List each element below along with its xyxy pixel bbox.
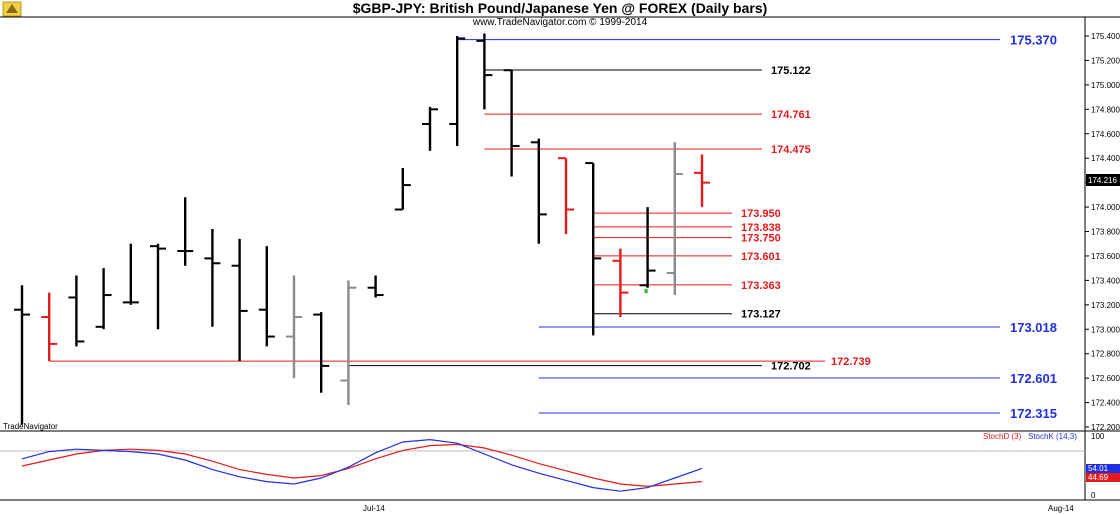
y-tick-label: 173.000 <box>1091 325 1120 334</box>
chart-title: $GBP-JPY: British Pound/Japanese Yen @ F… <box>353 0 768 16</box>
ohlc-bar <box>530 138 547 244</box>
y-tick-label: 172.200 <box>1091 423 1120 432</box>
ohlc-bar <box>95 268 112 330</box>
price-levels: 175.370 175.122 174.761 174.475 173.950 173.8… <box>49 33 1057 421</box>
ohlc-bars <box>14 33 710 425</box>
x-label-aug: Aug-14 <box>1048 504 1074 513</box>
stochd-last-value-marker: 44.69 <box>1086 473 1120 482</box>
ohlc-bar <box>177 197 194 266</box>
current-price-marker: 174.216 <box>1086 174 1120 186</box>
ohlc-bar <box>41 292 58 362</box>
signal-dot <box>644 289 648 294</box>
ohlc-bar <box>231 238 248 362</box>
stochk-line <box>21 438 703 492</box>
ohlc-bar <box>340 280 357 406</box>
level-label: 172.702 <box>771 361 811 373</box>
y-tick-label: 173.400 <box>1091 276 1120 285</box>
level-label: 173.750 <box>741 233 781 245</box>
y-axis-ticks: 175.400 175.200 175.000 174.800 174.600 174.4… <box>1085 32 1120 432</box>
ohlc-bar <box>204 229 221 327</box>
y-tick-label: 172.800 <box>1091 350 1120 359</box>
y-tick-label: 174.800 <box>1091 105 1120 114</box>
level-label: 173.601 <box>741 251 781 263</box>
stochk-last-value: 54.01 <box>1088 464 1109 473</box>
ohlc-bar <box>639 207 656 288</box>
y-tick-label: 175.400 <box>1091 32 1120 41</box>
level-label: 172.739 <box>831 356 871 368</box>
chart-subtitle: www.TradeNavigator.com © 1999-2014 <box>472 17 648 28</box>
ohlc-bar <box>150 243 166 330</box>
osc-tick-100: 100 <box>1091 432 1105 441</box>
y-tick-label: 173.600 <box>1091 252 1120 261</box>
level-label: 173.363 <box>741 280 781 292</box>
level-label: 173.838 <box>741 222 781 234</box>
level-label: 175.122 <box>771 65 811 77</box>
ohlc-bar <box>585 162 602 336</box>
ohlc-bar <box>313 312 330 393</box>
ohlc-bar <box>258 246 275 347</box>
tradenavigator-logo-icon <box>2 1 22 17</box>
ohlc-bar <box>422 106 438 151</box>
ohlc-bar <box>286 275 302 379</box>
y-tick-label: 174.000 <box>1091 203 1120 212</box>
ohlc-bar <box>612 248 629 318</box>
current-price-label: 174.216 <box>1088 176 1117 185</box>
legend-stochk: StochK (14,3) <box>1028 432 1077 441</box>
level-label: 173.127 <box>741 309 781 321</box>
ohlc-bar <box>694 154 710 208</box>
ohlc-bar <box>558 157 574 234</box>
ohlc-bar <box>14 285 30 425</box>
y-tick-label: 174.400 <box>1091 154 1120 163</box>
ohlc-bar <box>367 275 384 298</box>
stochk-last-value-marker: 54.01 <box>1086 464 1120 473</box>
y-tick-label: 173.200 <box>1091 301 1120 310</box>
ohlc-bar <box>476 33 493 110</box>
y-tick-label: 173.800 <box>1091 228 1120 237</box>
level-label: 173.950 <box>741 208 781 220</box>
x-label-jul: Jul-14 <box>363 504 385 513</box>
ohlc-bar <box>449 36 466 146</box>
y-tick-label: 175.000 <box>1091 81 1120 90</box>
level-label: 172.601 <box>1010 371 1057 386</box>
level-label: 174.475 <box>771 144 811 156</box>
ohlc-bar <box>503 69 520 177</box>
level-label: 175.370 <box>1010 33 1057 48</box>
legend-stochd: StochD (3) <box>983 432 1022 441</box>
level-label: 172.315 <box>1010 406 1057 421</box>
ohlc-bar <box>122 243 139 305</box>
stochd-last-value: 44.69 <box>1088 473 1109 482</box>
stochd-line <box>21 443 703 488</box>
y-tick-label: 175.200 <box>1091 56 1120 65</box>
watermark: TradeNavigator <box>3 422 58 431</box>
ohlc-bar <box>68 275 85 347</box>
level-label: 174.761 <box>771 109 811 121</box>
y-tick-label: 172.600 <box>1091 374 1120 383</box>
osc-tick-0: 0 <box>1091 491 1096 500</box>
y-tick-label: 174.600 <box>1091 130 1120 139</box>
y-tick-label: 172.400 <box>1091 399 1120 408</box>
ohlc-bar <box>666 142 683 296</box>
oscillator-series <box>21 438 703 492</box>
ohlc-bar <box>394 167 411 211</box>
level-label: 173.018 <box>1010 320 1057 335</box>
